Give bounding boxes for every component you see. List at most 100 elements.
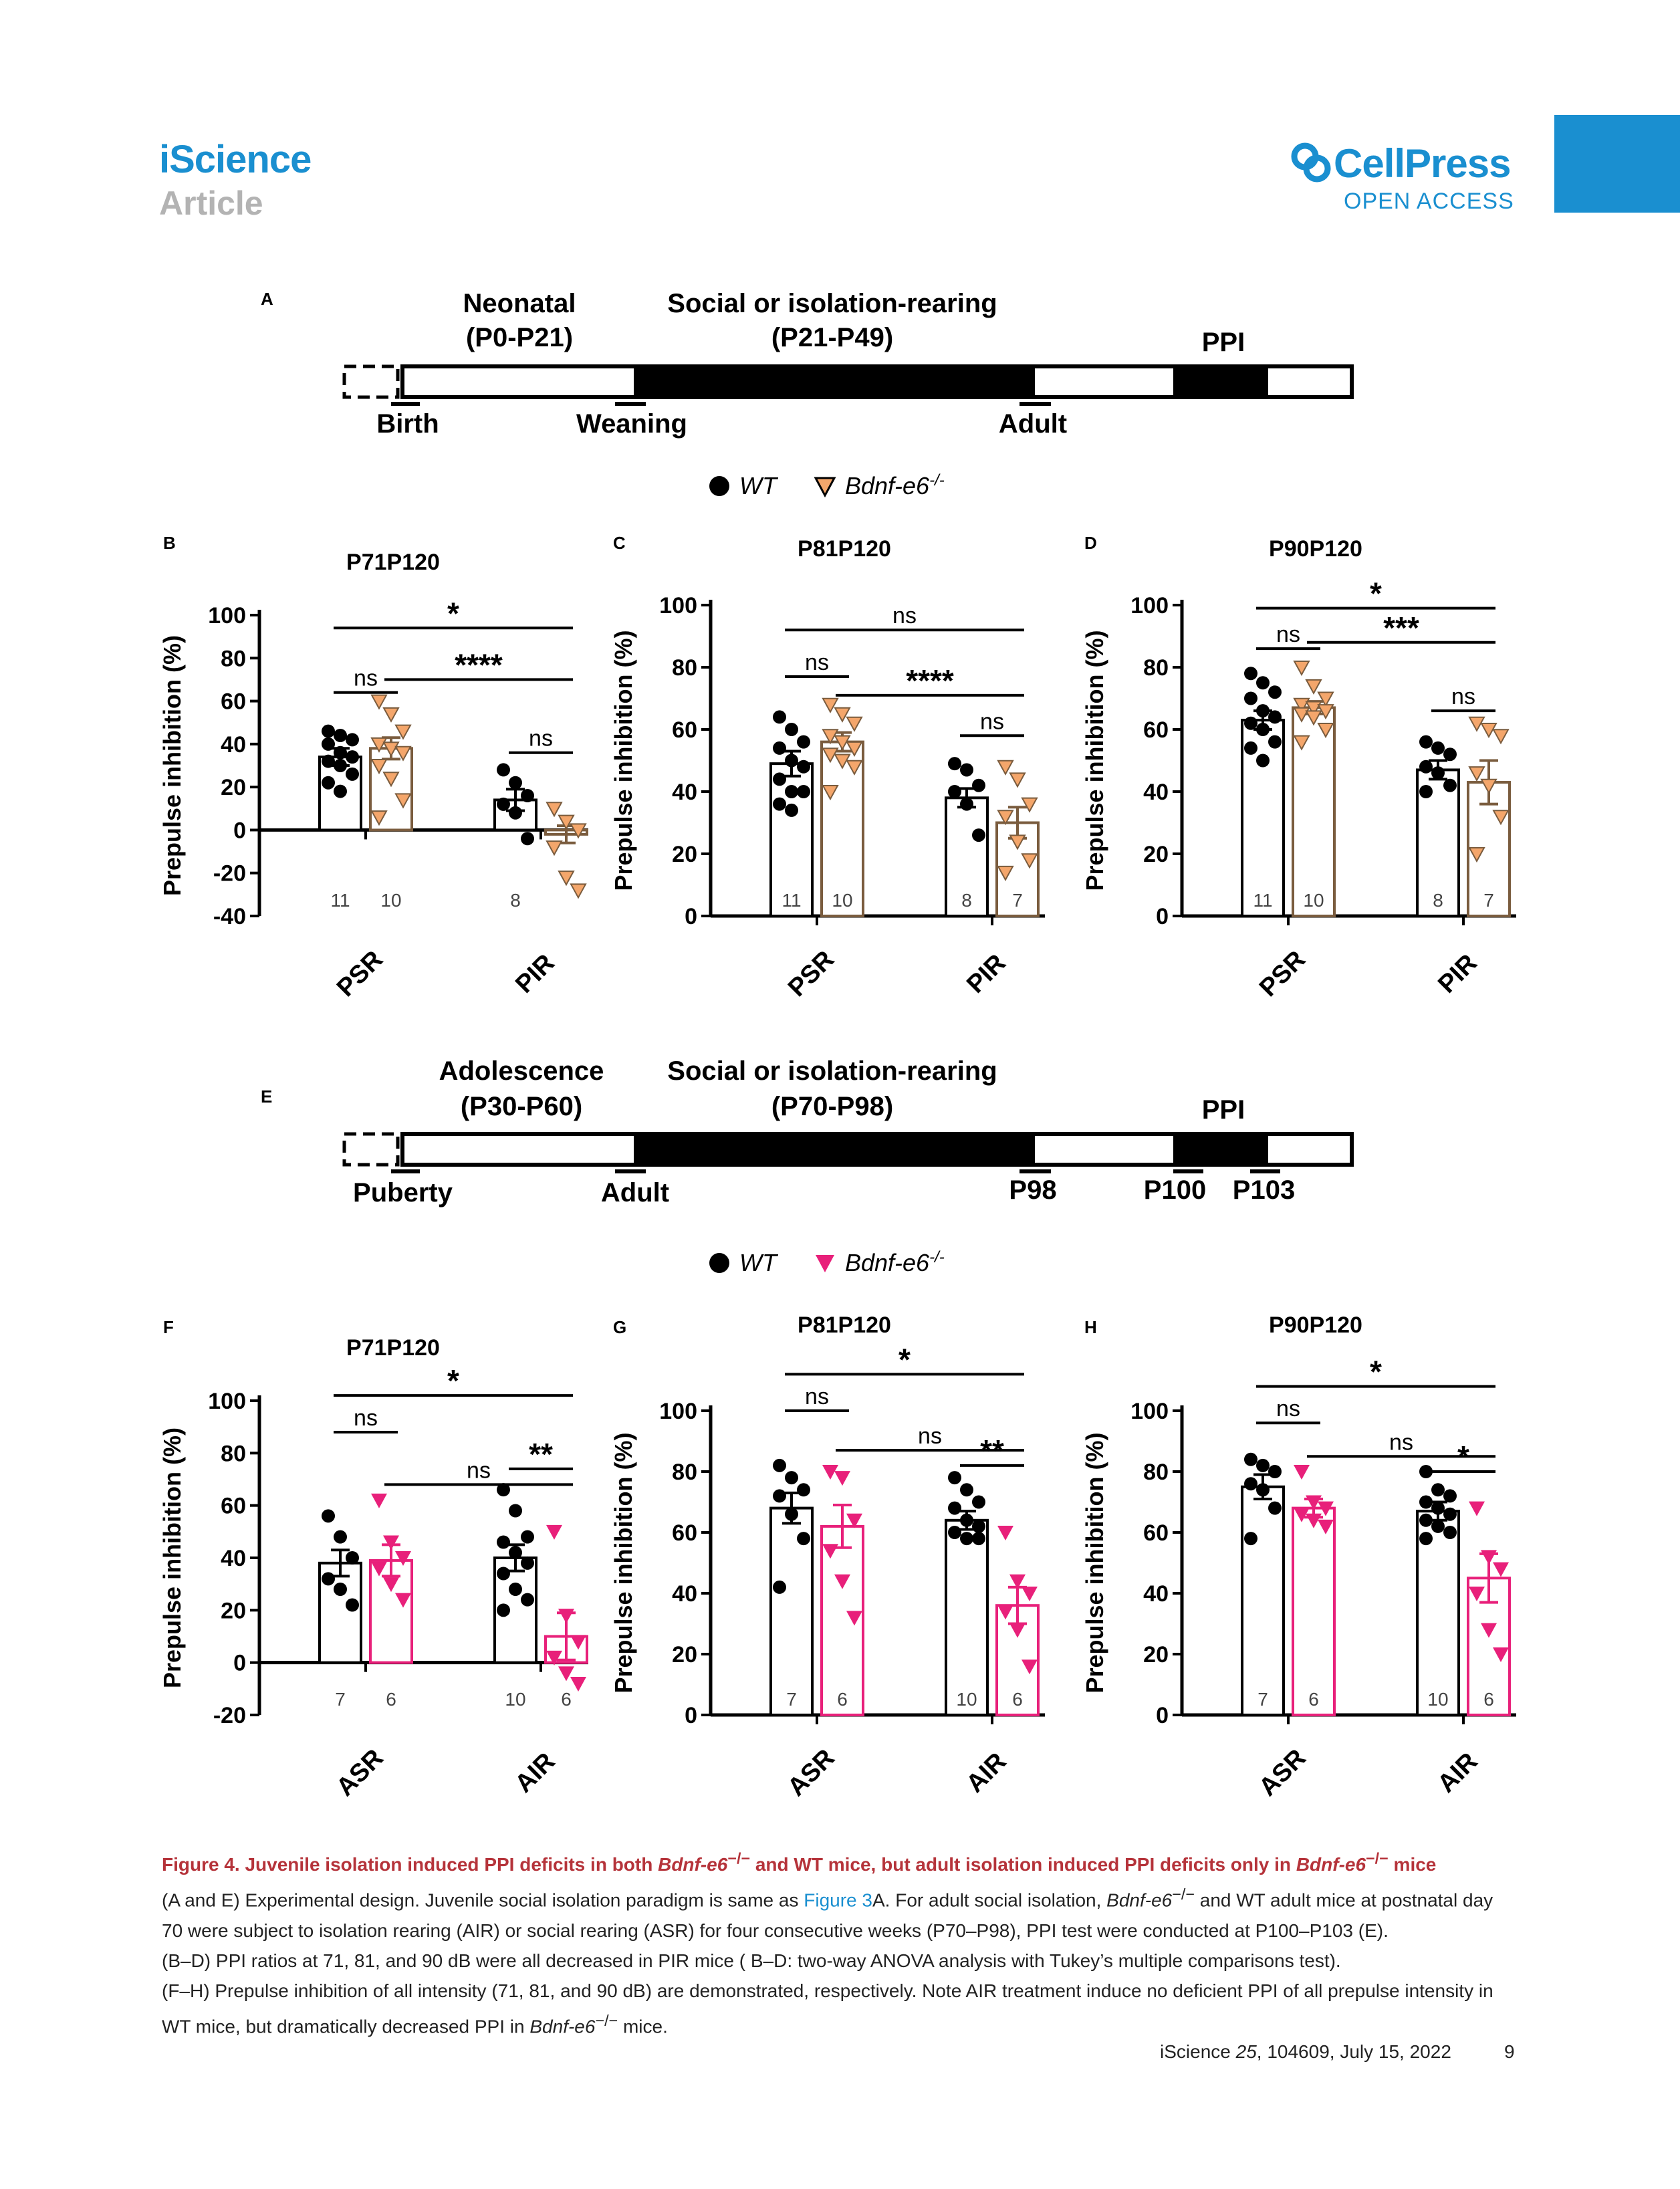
data-point [1431, 741, 1445, 755]
data-point [972, 1519, 985, 1533]
n-label: 6 [1308, 1689, 1319, 1710]
ko-triangle-icon [815, 1254, 834, 1272]
data-point [1481, 1623, 1497, 1638]
data-point [1419, 1532, 1433, 1546]
significance-label: * [1457, 1439, 1469, 1474]
timeline-label: Adult [998, 409, 1068, 439]
bar [1292, 1506, 1336, 1716]
data-point [773, 741, 786, 755]
bar [945, 1518, 989, 1716]
y-tick-label: 40 [221, 732, 246, 758]
data-point [1469, 1501, 1485, 1516]
timeline-label: P100 [1143, 1175, 1207, 1205]
legend-top: WT Bdnf-e6-/- [707, 471, 945, 500]
data-point [521, 1556, 534, 1570]
chart-d: P90P120 Prepulse inhibition (%) 0 20 40 60 80 1… [1083, 536, 1516, 1002]
significance-label: ns [805, 1384, 829, 1409]
y-tick-label: 100 [208, 603, 246, 628]
data-point [785, 1507, 798, 1521]
figure-caption: Figure 4. Juvenile isolation induced PPI… [162, 1844, 1519, 2041]
data-point [1256, 1483, 1270, 1497]
data-point [1244, 1532, 1257, 1546]
chart-c: P81P120 Prepulse inhibition (%) 0 20 40 60 80 1… [612, 536, 1045, 1002]
n-label: 10 [380, 890, 401, 911]
caption-body-3: (F–H) Prepulse inhibition of all intensi… [162, 1980, 1493, 2037]
data-point [546, 1524, 562, 1540]
data-point [382, 772, 400, 788]
y-axis-label: Prepulse inhibition (%) [612, 1432, 637, 1693]
x-tick-label: AIR [510, 1748, 561, 1799]
data-point [785, 785, 798, 798]
y-tick-label: 40 [1143, 1581, 1169, 1607]
x-tick-label: AIR [961, 1748, 1012, 1799]
data-point [834, 1574, 850, 1589]
data-point [972, 1532, 985, 1546]
y-tick-label: 0 [685, 904, 697, 929]
data-point [394, 724, 412, 740]
y-tick-label: 100 [208, 1389, 246, 1414]
wt-circle-icon [709, 475, 729, 496]
data-point [797, 1483, 810, 1497]
data-point [1009, 1623, 1026, 1638]
data-point [370, 737, 388, 753]
n-label: 8 [1433, 890, 1443, 911]
data-point [960, 797, 973, 811]
data-point [1480, 723, 1497, 739]
data-point [1244, 691, 1257, 705]
n-label: 10 [1427, 1689, 1448, 1710]
x-tick-label: PSR [332, 945, 388, 1002]
data-point [1305, 710, 1322, 726]
legend-ko-label: Bdnf-e6-/- [844, 471, 945, 499]
publisher-name: CellPress [1334, 141, 1512, 186]
data-point [846, 1513, 862, 1528]
data-point [948, 1471, 961, 1485]
data-point [1256, 676, 1270, 690]
citation-footer: iScience 25, 104609, July 15, 2022 [1160, 2041, 1451, 2062]
y-tick-label: 80 [221, 1441, 246, 1466]
y-axis-label: Prepulse inhibition (%) [160, 635, 186, 896]
data-point [509, 1504, 522, 1518]
data-point [394, 793, 412, 809]
data-point [558, 871, 575, 887]
timeline-label: (P30-P60) [460, 1092, 583, 1121]
y-tick-label: 60 [1143, 717, 1169, 743]
data-point [846, 716, 863, 732]
data-point [1431, 766, 1445, 780]
timeline-label: (P0-P21) [465, 323, 574, 352]
significance-label: *** [1383, 610, 1419, 645]
data-point [1293, 735, 1310, 751]
data-point [797, 1532, 810, 1546]
data-point [497, 1567, 510, 1581]
data-point [1244, 1477, 1257, 1491]
data-point [1419, 735, 1433, 749]
panel-label-h: H [1084, 1317, 1097, 1337]
data-point [509, 806, 522, 820]
data-point [972, 778, 985, 792]
data-point [558, 1666, 574, 1682]
bar [945, 796, 989, 917]
wt-circle-icon [709, 1252, 729, 1273]
publisher-tab [1554, 115, 1680, 213]
y-axis-label: Prepulse inhibition (%) [612, 630, 637, 891]
data-point [334, 784, 347, 798]
n-label: 11 [782, 890, 801, 911]
figure-link[interactable]: Figure 3 [804, 1889, 872, 1911]
data-point [1431, 1483, 1445, 1497]
significance-label: * [1370, 1355, 1382, 1389]
data-point [395, 1593, 411, 1608]
data-point [1293, 697, 1310, 713]
y-tick-label: 40 [221, 1546, 246, 1571]
data-point [570, 883, 587, 899]
data-point [371, 1493, 387, 1508]
data-point [960, 1532, 973, 1546]
chart-h: P90P120 Prepulse inhibition (%) 0 20 40 60 80 1… [1083, 1312, 1516, 1802]
data-point [521, 789, 534, 802]
timeline-label: Weaning [576, 409, 687, 439]
data-point [546, 802, 563, 818]
data-point [1492, 729, 1510, 745]
data-point [846, 760, 863, 776]
significance-label: * [898, 1342, 911, 1377]
significance-label: ns [354, 666, 378, 691]
y-tick-label: 100 [1130, 593, 1169, 618]
data-point [521, 1530, 534, 1544]
